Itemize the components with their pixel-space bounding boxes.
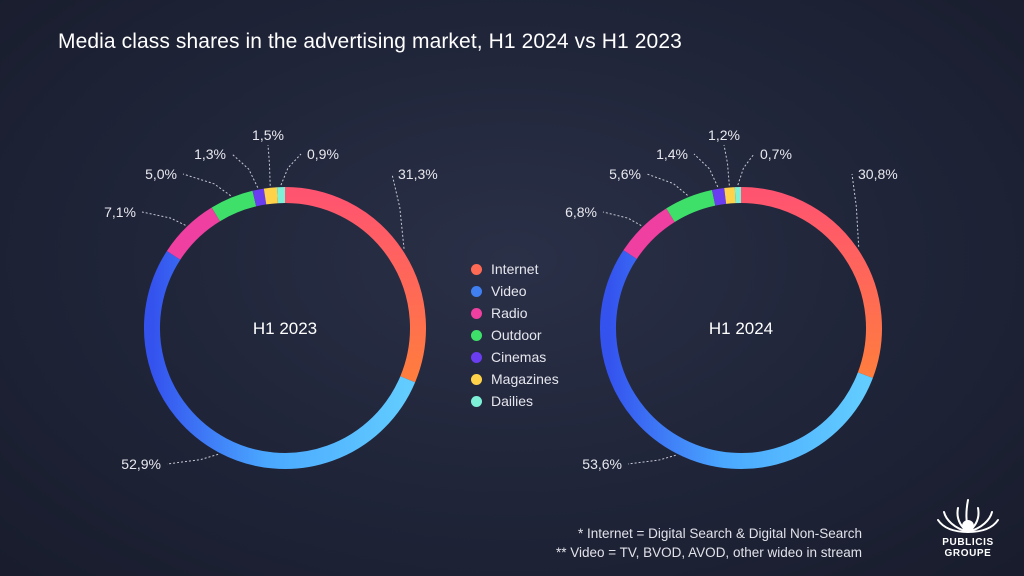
leader-line-dailies [280,153,302,186]
value-label-video: 52,9% [121,456,161,472]
leader-line-dailies [737,153,755,186]
legend-item-cinemas: Cinemas [471,346,559,368]
segment-video [600,250,873,469]
leader-line-internet [391,173,405,249]
legend-item-magazines: Magazines [471,368,559,390]
legend-item-internet: Internet [471,258,559,280]
legend-item-video: Video [471,280,559,302]
leader-line-outdoor [182,173,231,197]
segment-radio [166,207,221,260]
legend-label: Video [491,283,527,299]
leader-line-cinemas [231,153,259,188]
value-label-radio: 7,1% [104,204,136,220]
legend-item-dailies: Dailies [471,390,559,412]
value-label-internet: 31,3% [398,166,438,182]
leader-line-cinemas [693,153,719,188]
legend-item-radio: Radio [471,302,559,324]
segment-outdoor [666,190,716,223]
segment-video [144,250,416,469]
lion-head-icon [937,499,999,533]
segment-magazines [263,187,279,205]
segment-magazines [724,187,736,204]
segment-internet [284,187,426,383]
leader-line-video [627,454,676,465]
legend-swatch [471,351,482,363]
value-label-video: 53,6% [582,456,622,472]
donut-center-label: H1 2024 [709,319,773,338]
donut-h1-2024: 30,8% 53,6% 6,8% 5,6% 1,4% 1,2% 0,7% H1 2024 [565,127,898,472]
legend-label: Cinemas [491,349,547,365]
legend-swatch [471,285,482,297]
chart-title: Media class shares in the advertising ma… [58,30,682,53]
value-label-dailies: 0,7% [760,146,792,162]
leader-line-radio [141,211,186,226]
leader-line-video [166,453,219,465]
leader-line-outdoor [646,173,688,196]
legend-swatch [471,263,482,275]
segment-cinemas [712,188,727,206]
value-label-cinemas: 1,4% [656,146,688,162]
value-label-outdoor: 5,6% [609,166,641,182]
leader-line-magazines [723,144,730,186]
legend-swatch [471,329,482,341]
publicis-groupe-logo: PUBLICIS GROUPE [930,496,1006,560]
segment-internet [740,187,882,378]
value-label-cinemas: 1,3% [194,146,226,162]
value-label-radio: 6,8% [565,204,597,220]
leader-line-magazines [267,144,271,186]
footnotes: * Internet = Digital Search & Digital No… [556,524,862,562]
value-label-dailies: 0,9% [307,146,339,162]
legend-label: Magazines [491,371,559,387]
footnote-video: ** Video = TV, BVOD, AVOD, other wideo i… [555,545,862,560]
leader-line-internet [851,173,860,247]
footnote-internet: * Internet = Digital Search & Digital No… [577,526,862,541]
legend-label: Internet [491,261,539,277]
donut-h1-2023: 31,3% 52,9% 7,1% 5,0% 1,3% 1,5% 0,9% H1 2023 [104,127,438,472]
logo-text-publicis: PUBLICIS [942,537,994,548]
legend: Internet Video Radio Outdoor Cinemas Magazine… [471,258,559,412]
legend-label: Outdoor [491,327,542,343]
legend-swatch [471,307,482,319]
segment-outdoor [211,190,257,222]
legend-label: Radio [491,305,528,321]
value-label-internet: 30,8% [858,166,898,182]
segment-cinemas [252,188,267,207]
value-label-outdoor: 5,0% [145,166,177,182]
value-label-magazines: 1,2% [708,127,740,143]
leader-line-radio [602,211,642,226]
value-label-magazines: 1,5% [252,127,284,143]
legend-item-outdoor: Outdoor [471,324,559,346]
segment-radio [623,208,675,260]
donut-center-label: H1 2023 [253,319,317,338]
logo-text-groupe: GROUPE [944,548,992,559]
legend-swatch [471,373,482,385]
legend-swatch [471,395,482,407]
legend-label: Dailies [491,393,534,409]
